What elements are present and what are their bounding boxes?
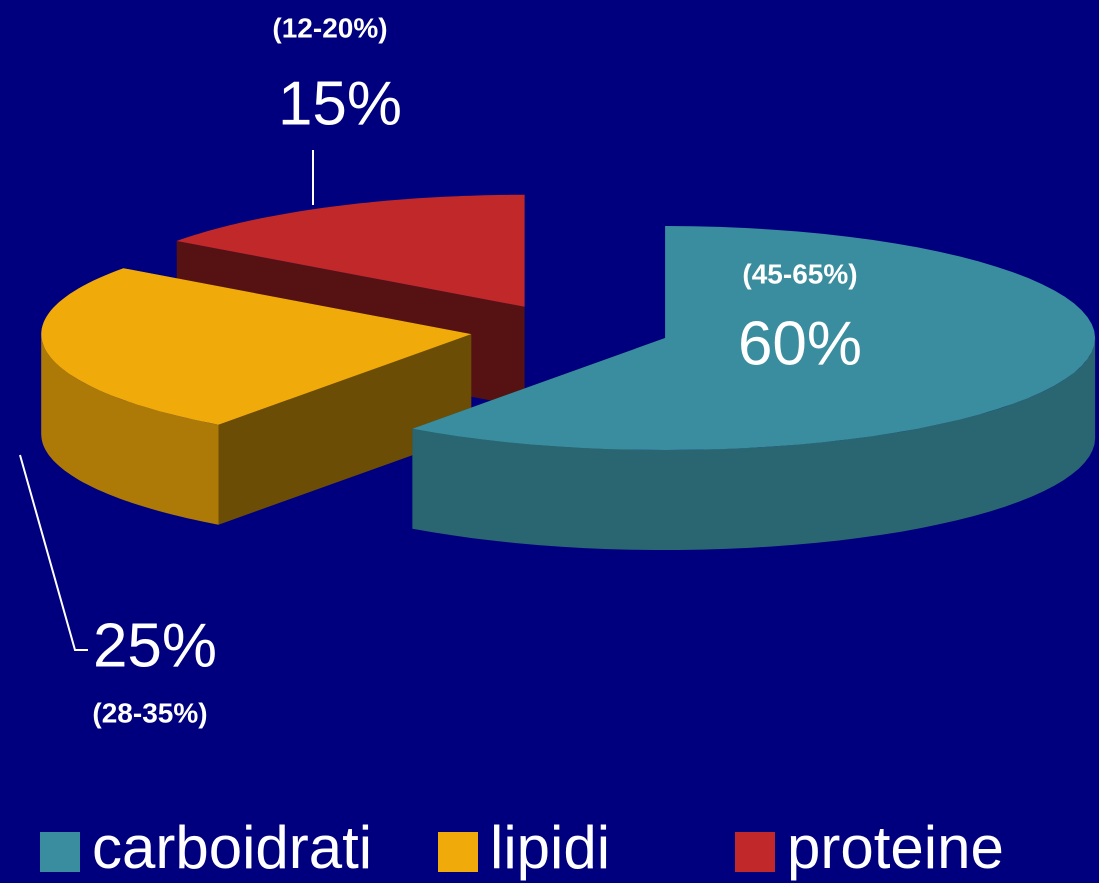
legend-label: lipidi <box>490 814 610 881</box>
legend-swatch <box>438 832 478 872</box>
legend-label: proteine <box>787 814 1004 881</box>
slice <box>41 268 472 425</box>
slice <box>412 226 1096 450</box>
slice <box>176 194 525 307</box>
range-label: (12-20%) <box>272 12 387 43</box>
value-label: 15% <box>278 69 402 138</box>
value-label: 60% <box>738 309 862 378</box>
range-label: (28-35%) <box>92 697 207 728</box>
slice-wall <box>41 334 219 525</box>
slice-wall <box>412 338 1096 550</box>
legend-label: carboidrati <box>92 814 372 881</box>
legend-swatch <box>40 832 80 872</box>
leader-line <box>19 454 88 651</box>
legend-swatch <box>735 832 775 872</box>
range-label: (45-65%) <box>742 258 857 289</box>
value-label: 25% <box>93 611 217 680</box>
